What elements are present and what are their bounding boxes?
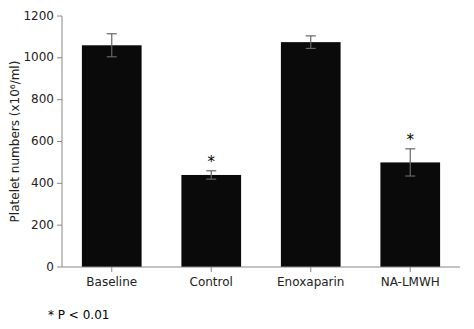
- y-tick: [57, 16, 62, 17]
- x-tick: [211, 267, 212, 272]
- y-tick: [57, 183, 62, 184]
- significance-marker: *: [208, 153, 216, 171]
- error-stem: [211, 171, 212, 179]
- error-stem: [111, 34, 112, 57]
- bar: [380, 162, 440, 267]
- chart-svg: 0 200 400 600 800 1000 1200 Baseline Control Enox…: [0, 0, 474, 329]
- bar: [181, 175, 241, 267]
- y-tick: [57, 57, 62, 58]
- chart-container: 0 200 400 600 800 1000 1200 Baseline Control Enox…: [0, 0, 474, 329]
- y-axis-label: Platelet numbers (x10⁶/ml): [8, 61, 22, 223]
- x-tick: [310, 267, 311, 272]
- error-cap: [306, 35, 316, 36]
- y-tick-label: 0: [46, 260, 54, 274]
- bars: [82, 34, 440, 267]
- error-bar: [206, 171, 216, 179]
- footnote: * P < 0.01: [48, 308, 109, 322]
- significance-marker: *: [407, 131, 415, 149]
- y-tick: [57, 141, 62, 142]
- y-tick-label: 600: [31, 134, 54, 148]
- y-axis-line: [62, 16, 63, 267]
- y-tick-label: 1200: [23, 9, 54, 23]
- bar: [281, 42, 341, 267]
- x-tick-label: Baseline: [86, 275, 137, 289]
- y-tick-label: 800: [31, 92, 54, 106]
- x-tick: [111, 267, 112, 272]
- error-bar: [405, 149, 415, 176]
- bar: [82, 45, 142, 267]
- error-stem: [410, 149, 411, 176]
- error-bar: [107, 34, 117, 57]
- y-tick-label: 200: [31, 218, 54, 232]
- x-axis-line: [62, 267, 460, 268]
- error-cap: [107, 56, 117, 57]
- error-stem: [310, 36, 311, 49]
- y-tick: [57, 225, 62, 226]
- error-cap: [206, 179, 216, 180]
- y-tick-label: 1000: [23, 50, 54, 64]
- error-cap: [306, 48, 316, 49]
- x-tick: [410, 267, 411, 272]
- x-tick-label: Control: [190, 275, 233, 289]
- error-bar: [306, 36, 316, 49]
- error-cap: [405, 175, 415, 176]
- y-tick: [57, 267, 62, 268]
- y-tick-label: 400: [31, 176, 54, 190]
- y-tick: [57, 99, 62, 100]
- x-tick-label: NA-LMWH: [381, 275, 440, 289]
- error-cap: [107, 33, 117, 34]
- x-tick-label: Enoxaparin: [277, 275, 344, 289]
